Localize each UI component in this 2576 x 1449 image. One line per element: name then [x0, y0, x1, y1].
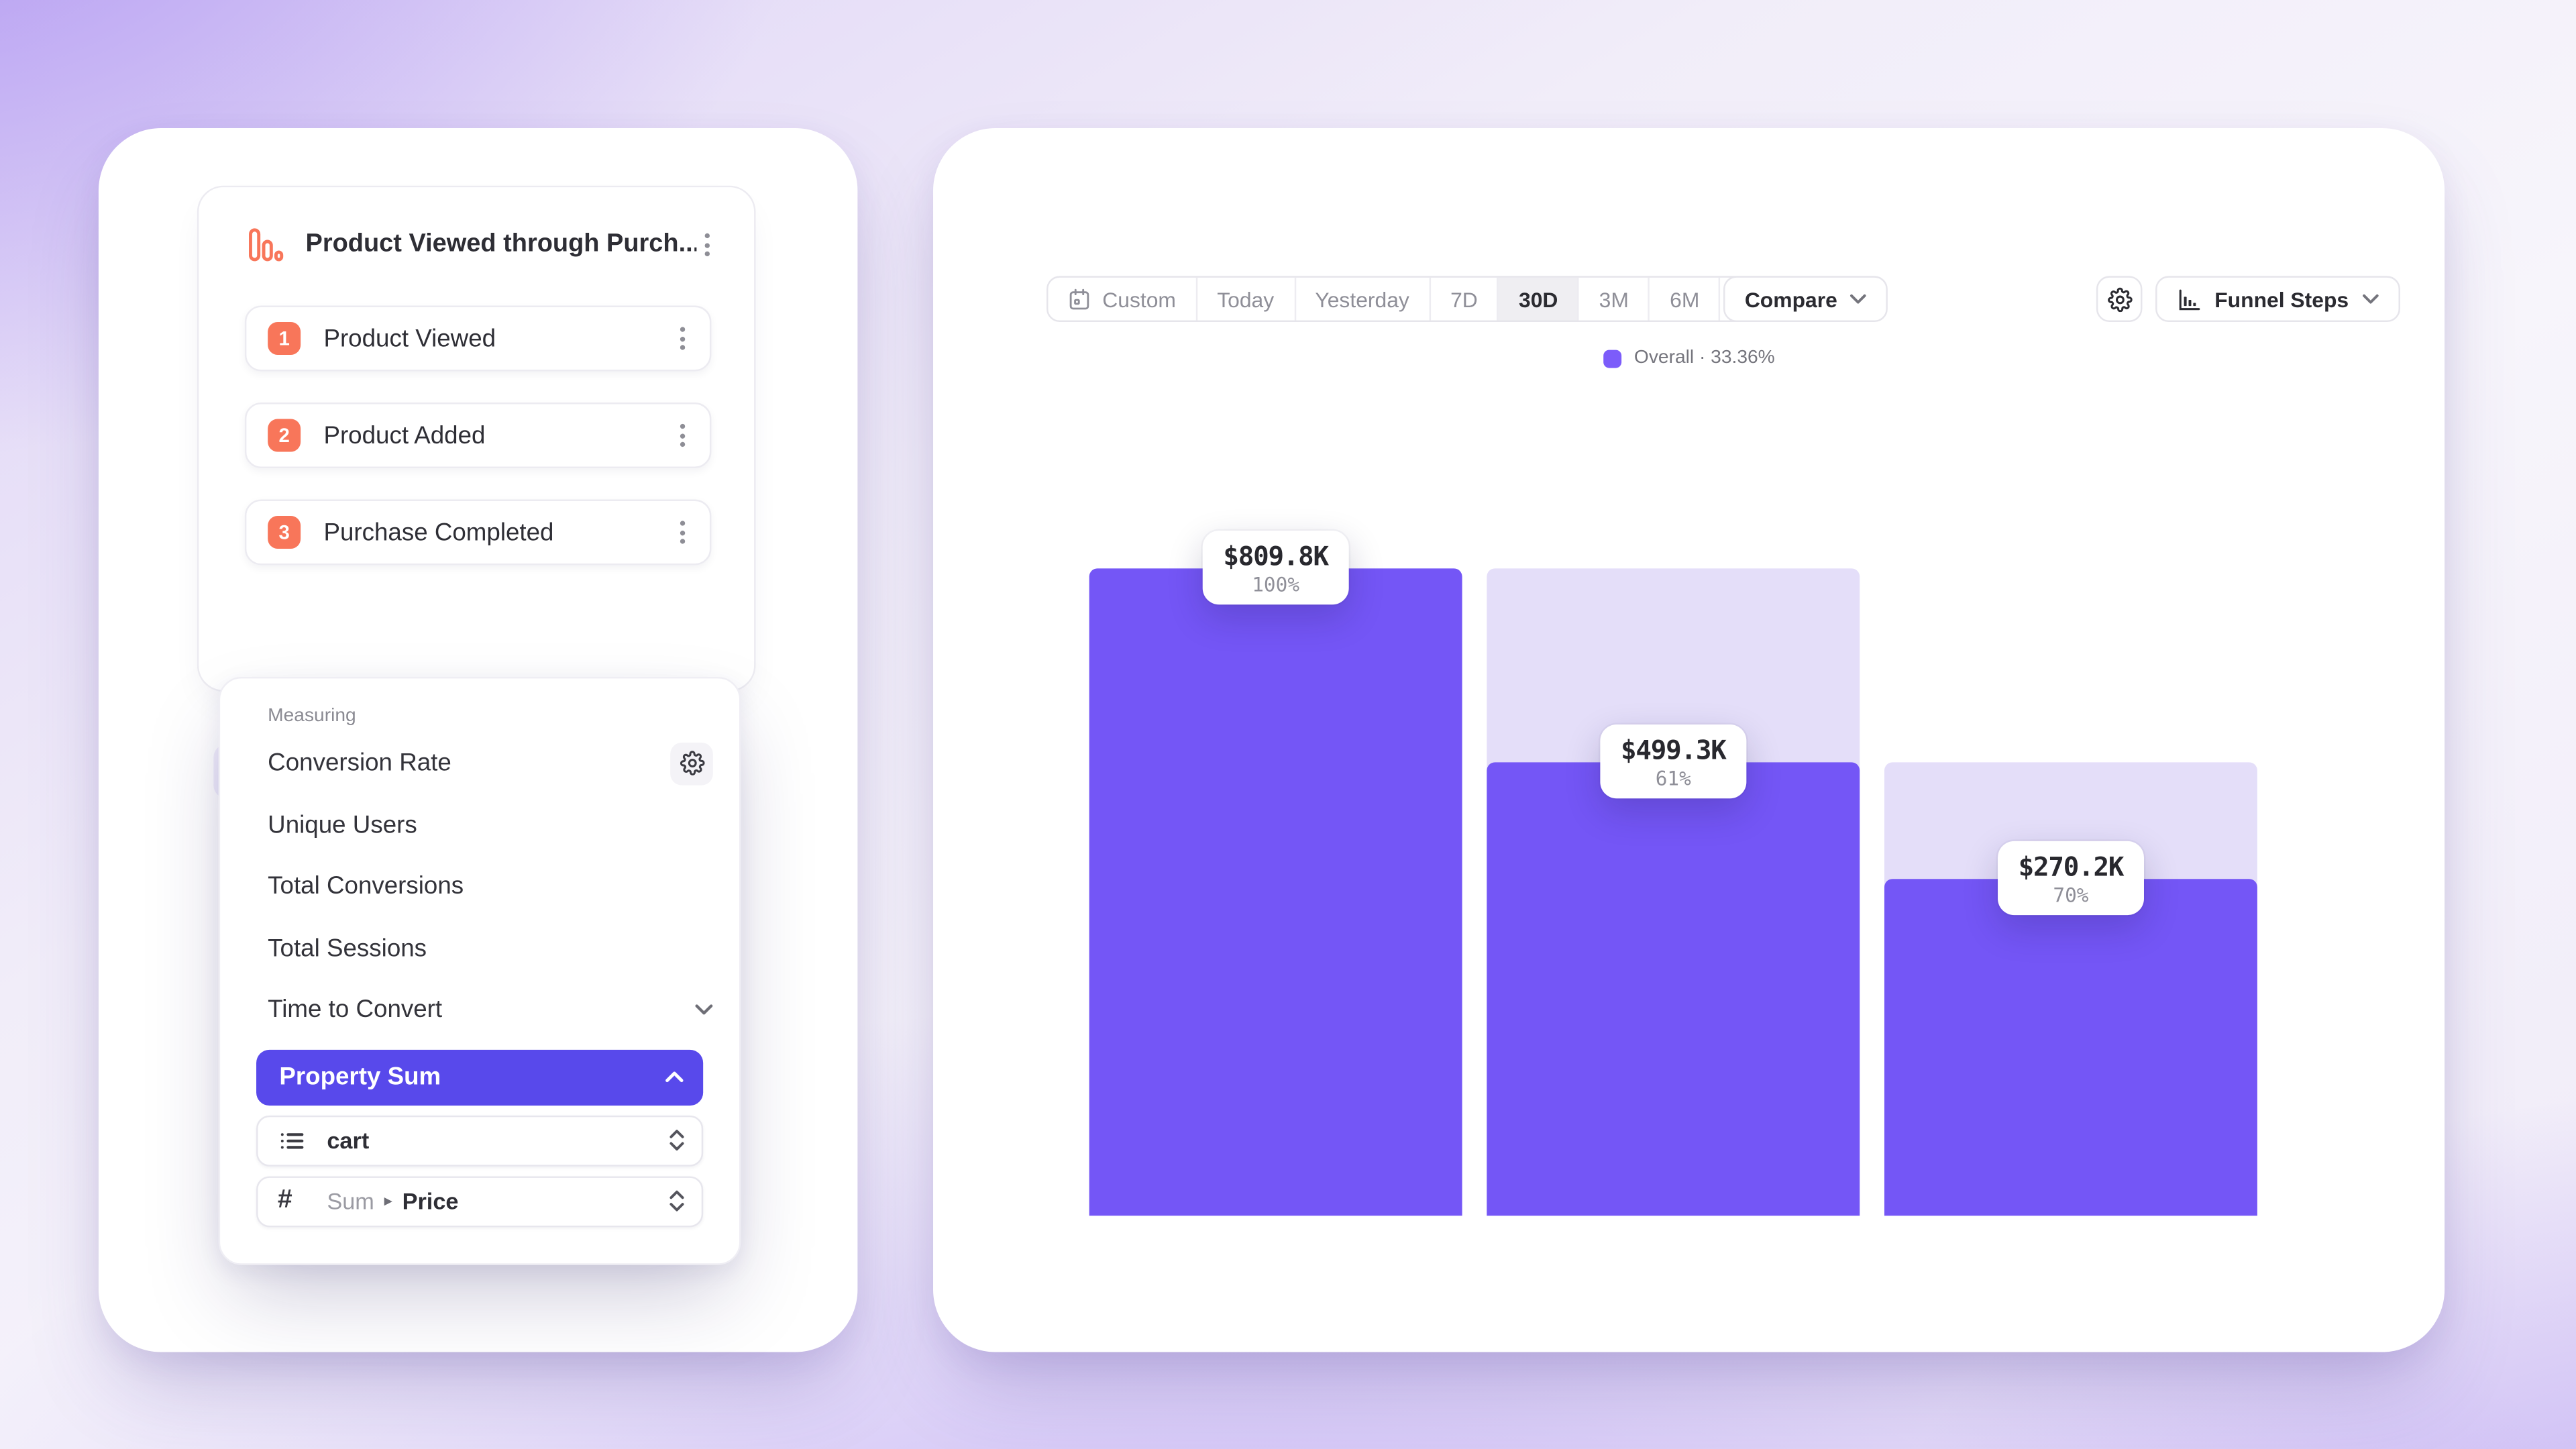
- step-label: Product Added: [323, 421, 486, 449]
- compare-button[interactable]: Compare: [1723, 276, 1888, 323]
- chart-settings-button[interactable]: [2096, 276, 2143, 323]
- report-kebab-menu[interactable]: [696, 227, 718, 263]
- list-icon: [278, 1126, 327, 1155]
- chart-legend: Overall · 33.36%: [933, 348, 2445, 368]
- date-range-30d-active[interactable]: 30D: [1499, 277, 1580, 321]
- menu-item-conversion-rate[interactable]: Conversion Rate: [220, 733, 739, 794]
- step-number-badge: 3: [268, 515, 301, 549]
- step-kebab-menu[interactable]: [672, 515, 694, 551]
- conversion-rate-settings-button[interactable]: [670, 742, 713, 786]
- compare-label: Compare: [1744, 286, 1837, 312]
- menu-item-total-conversions[interactable]: Total Conversions: [220, 856, 739, 918]
- gear-icon: [2106, 286, 2132, 312]
- funnel-step-row-1[interactable]: 1 Product Viewed: [244, 305, 712, 372]
- menu-item-label: Conversion Rate: [268, 749, 451, 777]
- chart-type-label: Funnel Steps: [2214, 286, 2349, 312]
- chevron-up-icon: [665, 1071, 684, 1083]
- date-range-today[interactable]: Today: [1197, 277, 1296, 321]
- date-range-label: Today: [1217, 286, 1275, 312]
- tooltip-value: $809.8K: [1223, 540, 1329, 572]
- date-range-7d[interactable]: 7D: [1431, 277, 1499, 321]
- tooltip-value: $270.2K: [2018, 851, 2125, 883]
- menu-item-label: Total Conversions: [268, 873, 464, 901]
- funnel-step-row-3[interactable]: 3 Purchase Completed: [244, 499, 712, 566]
- aggregation-select[interactable]: # Sum ▸ Price: [256, 1175, 704, 1227]
- step-kebab-menu[interactable]: [672, 417, 694, 453]
- tooltip-value: $499.3K: [1620, 735, 1727, 766]
- tooltip-percent: 70%: [2053, 883, 2089, 908]
- chart-toolbar: Custom Today Yesterday 7D 30D 3M 6M 12M …: [933, 276, 2445, 323]
- bar-value-fill: [1089, 568, 1462, 1216]
- date-range-label: 6M: [1670, 286, 1700, 312]
- chevron-down-icon: [695, 1004, 713, 1016]
- step-number-badge: 2: [268, 419, 301, 452]
- date-range-label: 30D: [1519, 286, 1558, 312]
- funnel-header: Product Viewed through Purch...: [199, 187, 754, 264]
- select-stepper-icon: [669, 1189, 685, 1212]
- chevron-down-icon: [2362, 294, 2378, 304]
- menu-section-label: Measuring: [268, 706, 356, 727]
- funnel-bar-step-3[interactable]: $270.2K 70%: [1884, 568, 2257, 1216]
- query-builder-panel: Product Viewed through Purch... 1 Produc…: [98, 128, 858, 1352]
- date-range-6m[interactable]: 6M: [1650, 277, 1721, 321]
- step-number-badge: 1: [268, 322, 301, 355]
- menu-item-label: Total Sessions: [268, 934, 427, 963]
- menu-item-label: Unique Users: [268, 811, 417, 839]
- date-range-3m[interactable]: 3M: [1579, 277, 1650, 321]
- date-range-label: Custom: [1102, 286, 1176, 312]
- legend-label: Overall · 33.36%: [1633, 348, 1775, 368]
- report-title: Product Viewed through Purch...: [305, 229, 697, 258]
- menu-item-label: Property Sum: [279, 1063, 441, 1091]
- funnel-steps-chart-icon: [2179, 288, 2200, 310]
- date-range-label: Yesterday: [1315, 286, 1409, 312]
- breadcrumb-arrow: ▸: [384, 1191, 392, 1210]
- bar-tooltip: $809.8K 100%: [1201, 531, 1350, 605]
- menu-item-time-to-convert[interactable]: Time to Convert: [220, 979, 739, 1041]
- property-select-value: cart: [327, 1127, 370, 1154]
- bar-value-fill: [1884, 879, 2257, 1216]
- calendar-icon: [1069, 288, 1089, 310]
- menu-item-property-sum-selected[interactable]: Property Sum: [256, 1049, 704, 1105]
- menu-item-total-sessions[interactable]: Total Sessions: [220, 918, 739, 979]
- menu-item-unique-users[interactable]: Unique Users: [220, 794, 739, 856]
- number-hash-icon: #: [277, 1186, 292, 1214]
- report-chart-panel: Custom Today Yesterday 7D 30D 3M 6M 12M …: [933, 128, 2445, 1352]
- aggregation-value: Price: [402, 1187, 459, 1214]
- funnel-bar-step-2[interactable]: $499.3K 61%: [1487, 568, 1860, 1216]
- aggregation-prefix: Sum: [327, 1187, 374, 1214]
- date-range-segmented-control: Custom Today Yesterday 7D 30D 3M 6M 12M: [1046, 276, 1804, 323]
- funnel-chart-icon: [245, 225, 284, 265]
- select-stepper-icon: [669, 1128, 685, 1151]
- step-kebab-menu[interactable]: [672, 321, 694, 357]
- date-range-yesterday[interactable]: Yesterday: [1295, 277, 1431, 321]
- step-label: Product Viewed: [323, 324, 496, 353]
- date-range-label: 3M: [1599, 286, 1629, 312]
- tooltip-percent: 100%: [1252, 573, 1300, 596]
- tooltip-percent: 61%: [1655, 767, 1691, 791]
- chevron-down-icon: [1850, 294, 1867, 304]
- chart-type-dropdown[interactable]: Funnel Steps: [2155, 276, 2400, 323]
- date-range-label: 7D: [1450, 286, 1478, 312]
- legend-swatch: [1603, 349, 1621, 368]
- funnel-step-row-2[interactable]: 2 Product Added: [244, 402, 712, 468]
- measuring-dropdown-menu: Measuring Conversion Rate Unique Users T…: [218, 676, 741, 1265]
- bar-value-fill: [1487, 762, 1860, 1216]
- funnel-steps-card: Product Viewed through Purch... 1 Produc…: [197, 185, 756, 692]
- date-range-custom[interactable]: Custom: [1048, 277, 1197, 321]
- funnel-bar-step-1[interactable]: $809.8K 100%: [1089, 531, 1462, 1216]
- step-label: Purchase Completed: [323, 518, 554, 547]
- menu-item-label: Time to Convert: [268, 996, 443, 1024]
- bar-tooltip: $499.3K 61%: [1599, 724, 1748, 799]
- bar-tooltip: $270.2K 70%: [1996, 841, 2145, 916]
- property-select[interactable]: cart: [256, 1114, 704, 1166]
- funnel-bar-chart: $809.8K 100% $499.3K 61% $270.2K 70%: [1089, 531, 2263, 1216]
